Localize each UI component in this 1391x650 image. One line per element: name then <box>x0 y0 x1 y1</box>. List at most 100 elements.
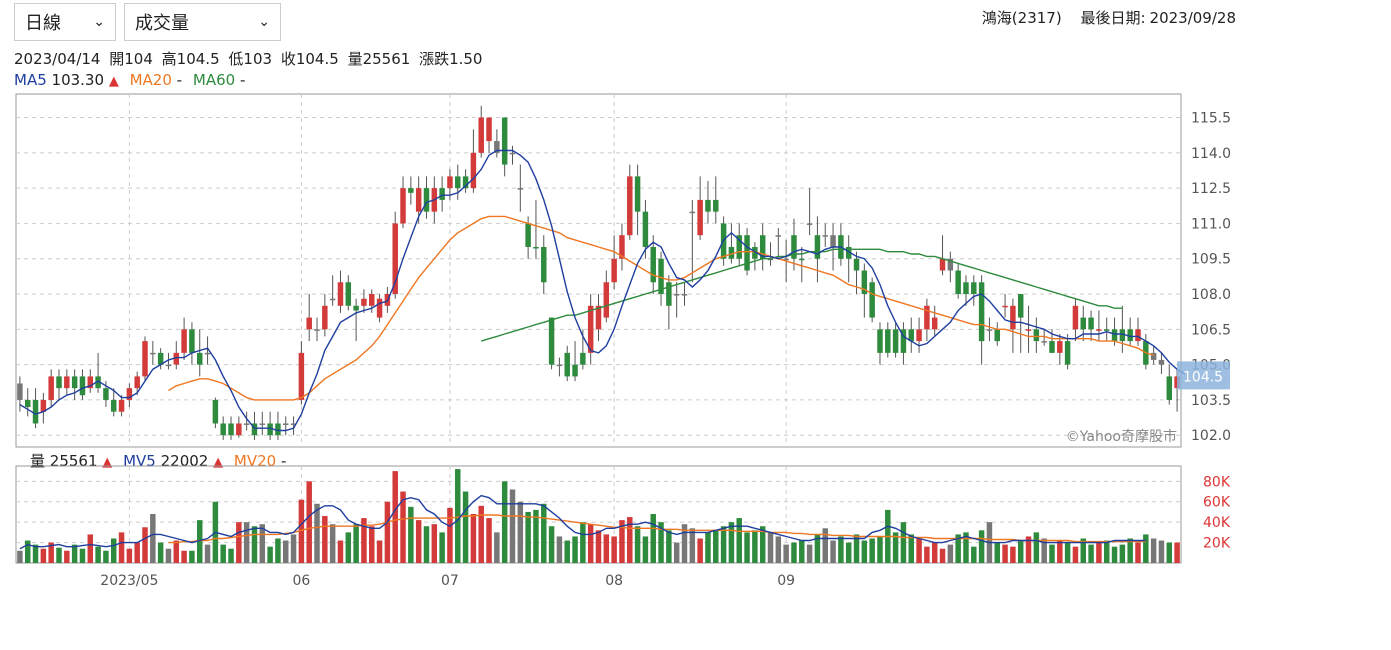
candle-body <box>1064 341 1071 365</box>
mv20-value: - <box>280 452 287 470</box>
candle-body <box>314 329 320 331</box>
candle-body <box>298 352 305 400</box>
volume-bar <box>619 520 625 563</box>
quote-close: 收104.5 <box>280 50 339 68</box>
volume-bar <box>892 532 899 563</box>
candle-body <box>830 235 836 247</box>
volume-bar <box>275 538 281 563</box>
volume-bar <box>400 491 406 563</box>
volume-bar <box>900 522 907 563</box>
volume-bar <box>501 481 508 563</box>
candle-body <box>118 399 125 412</box>
volume-bar <box>1010 546 1016 563</box>
ma60-line <box>480 248 1123 342</box>
volume-bar <box>306 481 312 563</box>
up-arrow-icon: ▲ <box>102 455 113 470</box>
candle-body <box>275 423 281 436</box>
volume-bar <box>1103 540 1110 563</box>
candle-body <box>71 376 78 389</box>
price-tick-label: 102.0 <box>1191 428 1231 444</box>
candle-body <box>79 376 86 396</box>
candle-body <box>181 329 187 353</box>
candle-body <box>533 246 539 249</box>
volume-bar <box>243 522 250 563</box>
watermark: ©Yahoo奇摩股市 <box>1066 428 1177 445</box>
candle-body <box>619 235 625 259</box>
volume-bar <box>48 542 54 563</box>
volume-bar <box>1127 538 1133 563</box>
candle-body <box>759 235 766 259</box>
candle-body <box>564 352 570 377</box>
candle-body <box>494 141 500 153</box>
candle-body <box>376 298 383 318</box>
volume-bar <box>118 532 125 563</box>
candle-body <box>978 282 985 342</box>
candle-body <box>259 423 266 425</box>
volume-bar <box>689 528 696 563</box>
chevron-down-icon: ⌄ <box>93 14 105 30</box>
volume-bar <box>924 546 930 563</box>
candle-body <box>478 117 484 153</box>
volume-bar <box>353 524 359 563</box>
volume-bar <box>369 526 375 563</box>
volume-tick-label: 60K <box>1203 495 1231 511</box>
indicator-select[interactable]: 成交量 ⌄ <box>124 3 281 41</box>
volume-bar <box>1002 544 1008 563</box>
volume-bar <box>627 517 633 563</box>
volume-bar <box>853 534 860 563</box>
volume-bar <box>1150 538 1157 563</box>
volume-bar <box>775 536 782 563</box>
candle-body <box>650 246 656 283</box>
volume-bar <box>142 527 148 563</box>
stock-name: 鴻海(2317) <box>981 9 1062 27</box>
volume-bar <box>838 536 844 563</box>
volume-bar <box>830 540 836 563</box>
candle-body <box>501 117 508 165</box>
candle-body <box>1049 341 1055 353</box>
candle-body <box>1057 341 1063 353</box>
candle-body <box>1103 329 1110 331</box>
candle-body <box>306 317 312 330</box>
candle-body <box>736 235 742 259</box>
volume-bar <box>1072 546 1079 563</box>
volume-bar <box>634 526 641 563</box>
period-select[interactable]: 日線 ⌄ <box>14 3 116 41</box>
candle-body <box>322 305 328 330</box>
candle-body <box>1033 329 1040 342</box>
volume-bar <box>103 550 109 563</box>
candle-body <box>243 423 250 425</box>
candle-body <box>627 176 633 236</box>
volume-bar <box>462 491 469 563</box>
volume-bar <box>17 550 23 563</box>
volume-bar <box>384 501 391 563</box>
candle-body <box>689 211 696 214</box>
volume-bar <box>541 503 547 563</box>
volume-bar <box>32 544 39 563</box>
volume-bar <box>666 530 672 563</box>
candle-body <box>95 376 101 389</box>
price-tick-label: 115.5 <box>1191 111 1231 127</box>
volume-bar <box>298 499 305 563</box>
candle-body <box>408 188 414 193</box>
candle-body <box>40 399 47 412</box>
volume-bar <box>556 536 563 563</box>
current-price-tag <box>1177 361 1230 390</box>
candle-body <box>869 282 875 318</box>
time-tick-label: 07 <box>441 573 459 589</box>
volume-bar <box>783 544 789 563</box>
candle-body <box>173 352 180 365</box>
candle-body <box>994 329 1000 342</box>
volume-bar <box>150 513 156 563</box>
volume-bar <box>110 538 117 563</box>
volume-bar <box>1080 538 1087 563</box>
candle-body <box>611 258 617 283</box>
up-arrow-icon: ▲ <box>108 74 119 89</box>
volume-bar <box>963 532 969 563</box>
ma20-value: - <box>176 71 183 89</box>
volume-bar <box>517 501 524 563</box>
volume-bar <box>329 524 336 563</box>
candle-body <box>634 176 641 212</box>
quote-low: 低103 <box>228 50 273 68</box>
candle-body <box>283 423 289 425</box>
